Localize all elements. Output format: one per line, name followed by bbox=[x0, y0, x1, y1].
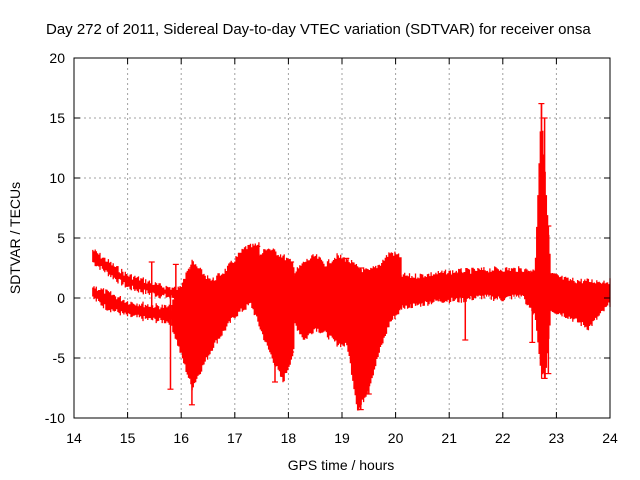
spike-4 bbox=[254, 245, 261, 311]
x-tick-label: 17 bbox=[227, 430, 243, 446]
series-band-band-c bbox=[293, 251, 402, 411]
x-tick-label: 23 bbox=[549, 430, 565, 446]
spike-14 bbox=[545, 225, 552, 375]
x-tick-label: 24 bbox=[602, 430, 618, 446]
y-tick-label: -5 bbox=[53, 350, 66, 366]
axis-ticks bbox=[73, 57, 611, 419]
y-tick-label: 10 bbox=[49, 170, 65, 186]
spike-11 bbox=[529, 279, 536, 343]
chart-title: Day 272 of 2011, Sidereal Day-to-day VTE… bbox=[46, 21, 591, 38]
x-tick-label: 19 bbox=[334, 430, 350, 446]
y-tick-label: 0 bbox=[57, 290, 65, 306]
series-band-b bbox=[92, 248, 295, 391]
data-layer bbox=[92, 102, 611, 411]
x-tick-label: 16 bbox=[173, 430, 189, 446]
grid-lines bbox=[74, 58, 610, 418]
series-band-band-d bbox=[389, 103, 611, 379]
spike-7 bbox=[343, 257, 350, 341]
x-axis-label: GPS time / hours bbox=[288, 457, 395, 473]
series-band-e bbox=[394, 268, 541, 310]
spike-1 bbox=[167, 291, 174, 390]
series-band-d bbox=[389, 103, 611, 379]
spike-6 bbox=[288, 261, 295, 353]
y-tick-label: 15 bbox=[49, 110, 65, 126]
x-tick-label: 14 bbox=[66, 430, 82, 446]
x-tick-label: 15 bbox=[120, 430, 136, 446]
spike-2 bbox=[172, 263, 179, 323]
spike-12 bbox=[538, 102, 545, 311]
spike-10 bbox=[462, 279, 469, 341]
x-tick-label: 21 bbox=[441, 430, 457, 446]
spike-8 bbox=[357, 267, 364, 411]
x-tick-label: 18 bbox=[281, 430, 297, 446]
series-band-c bbox=[293, 251, 402, 411]
x-tick-label: 22 bbox=[495, 430, 511, 446]
y-axis-label: SDTVAR / TECUs bbox=[7, 182, 23, 294]
spike-3 bbox=[188, 267, 195, 406]
series-band-band-b bbox=[92, 248, 295, 391]
spike-13 bbox=[541, 117, 548, 379]
y-tick-label: 20 bbox=[49, 50, 65, 66]
y-tick-label: -10 bbox=[45, 410, 65, 426]
series-band-band-e bbox=[394, 268, 541, 310]
y-tick-label: 5 bbox=[57, 230, 65, 246]
spike-5 bbox=[272, 273, 278, 383]
spike-0 bbox=[148, 261, 155, 311]
spike-9 bbox=[365, 279, 372, 395]
x-tick-label: 20 bbox=[388, 430, 404, 446]
